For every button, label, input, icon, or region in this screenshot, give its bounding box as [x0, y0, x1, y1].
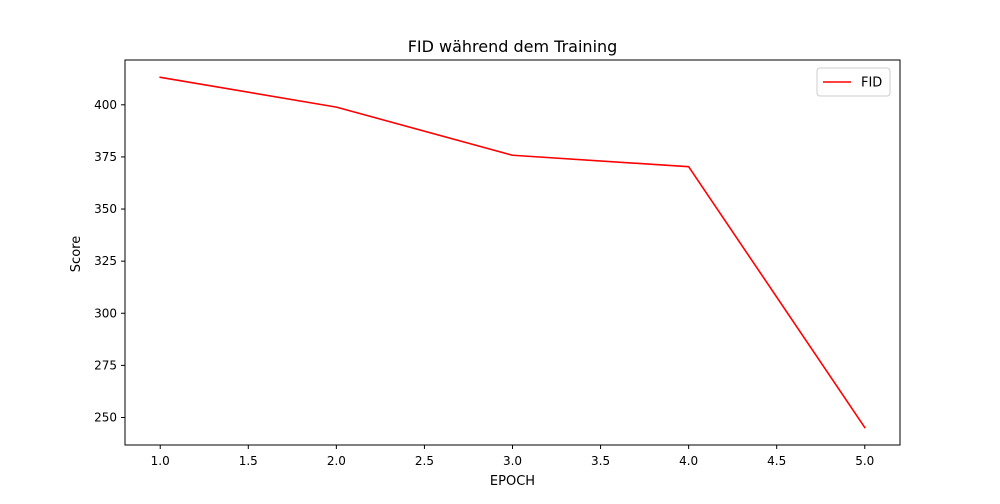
y-tick-label: 325 [94, 254, 117, 268]
x-tick-label: 1.0 [151, 454, 170, 468]
y-tick-label: 275 [94, 358, 117, 372]
x-tick-label: 1.5 [239, 454, 258, 468]
chart-title: FID während dem Training [408, 37, 618, 56]
x-tick-label: 5.0 [855, 454, 874, 468]
legend-label: FID [861, 76, 882, 91]
x-tick-label: 4.5 [767, 454, 786, 468]
legend: FID [817, 68, 890, 96]
x-tick-label: 4.0 [679, 454, 698, 468]
y-tick-label: 400 [94, 98, 117, 112]
x-tick-label: 2.5 [415, 454, 434, 468]
x-tick-label: 3.0 [503, 454, 522, 468]
x-tick-label: 2.0 [327, 454, 346, 468]
y-tick-label: 375 [94, 150, 117, 164]
x-tick-label: 3.5 [591, 454, 610, 468]
y-tick-label: 250 [94, 410, 117, 424]
x-axis-label: EPOCH [490, 474, 535, 489]
y-tick-label: 350 [94, 202, 117, 216]
y-axis-label: Score [69, 236, 84, 272]
y-tick-label: 300 [94, 306, 117, 320]
